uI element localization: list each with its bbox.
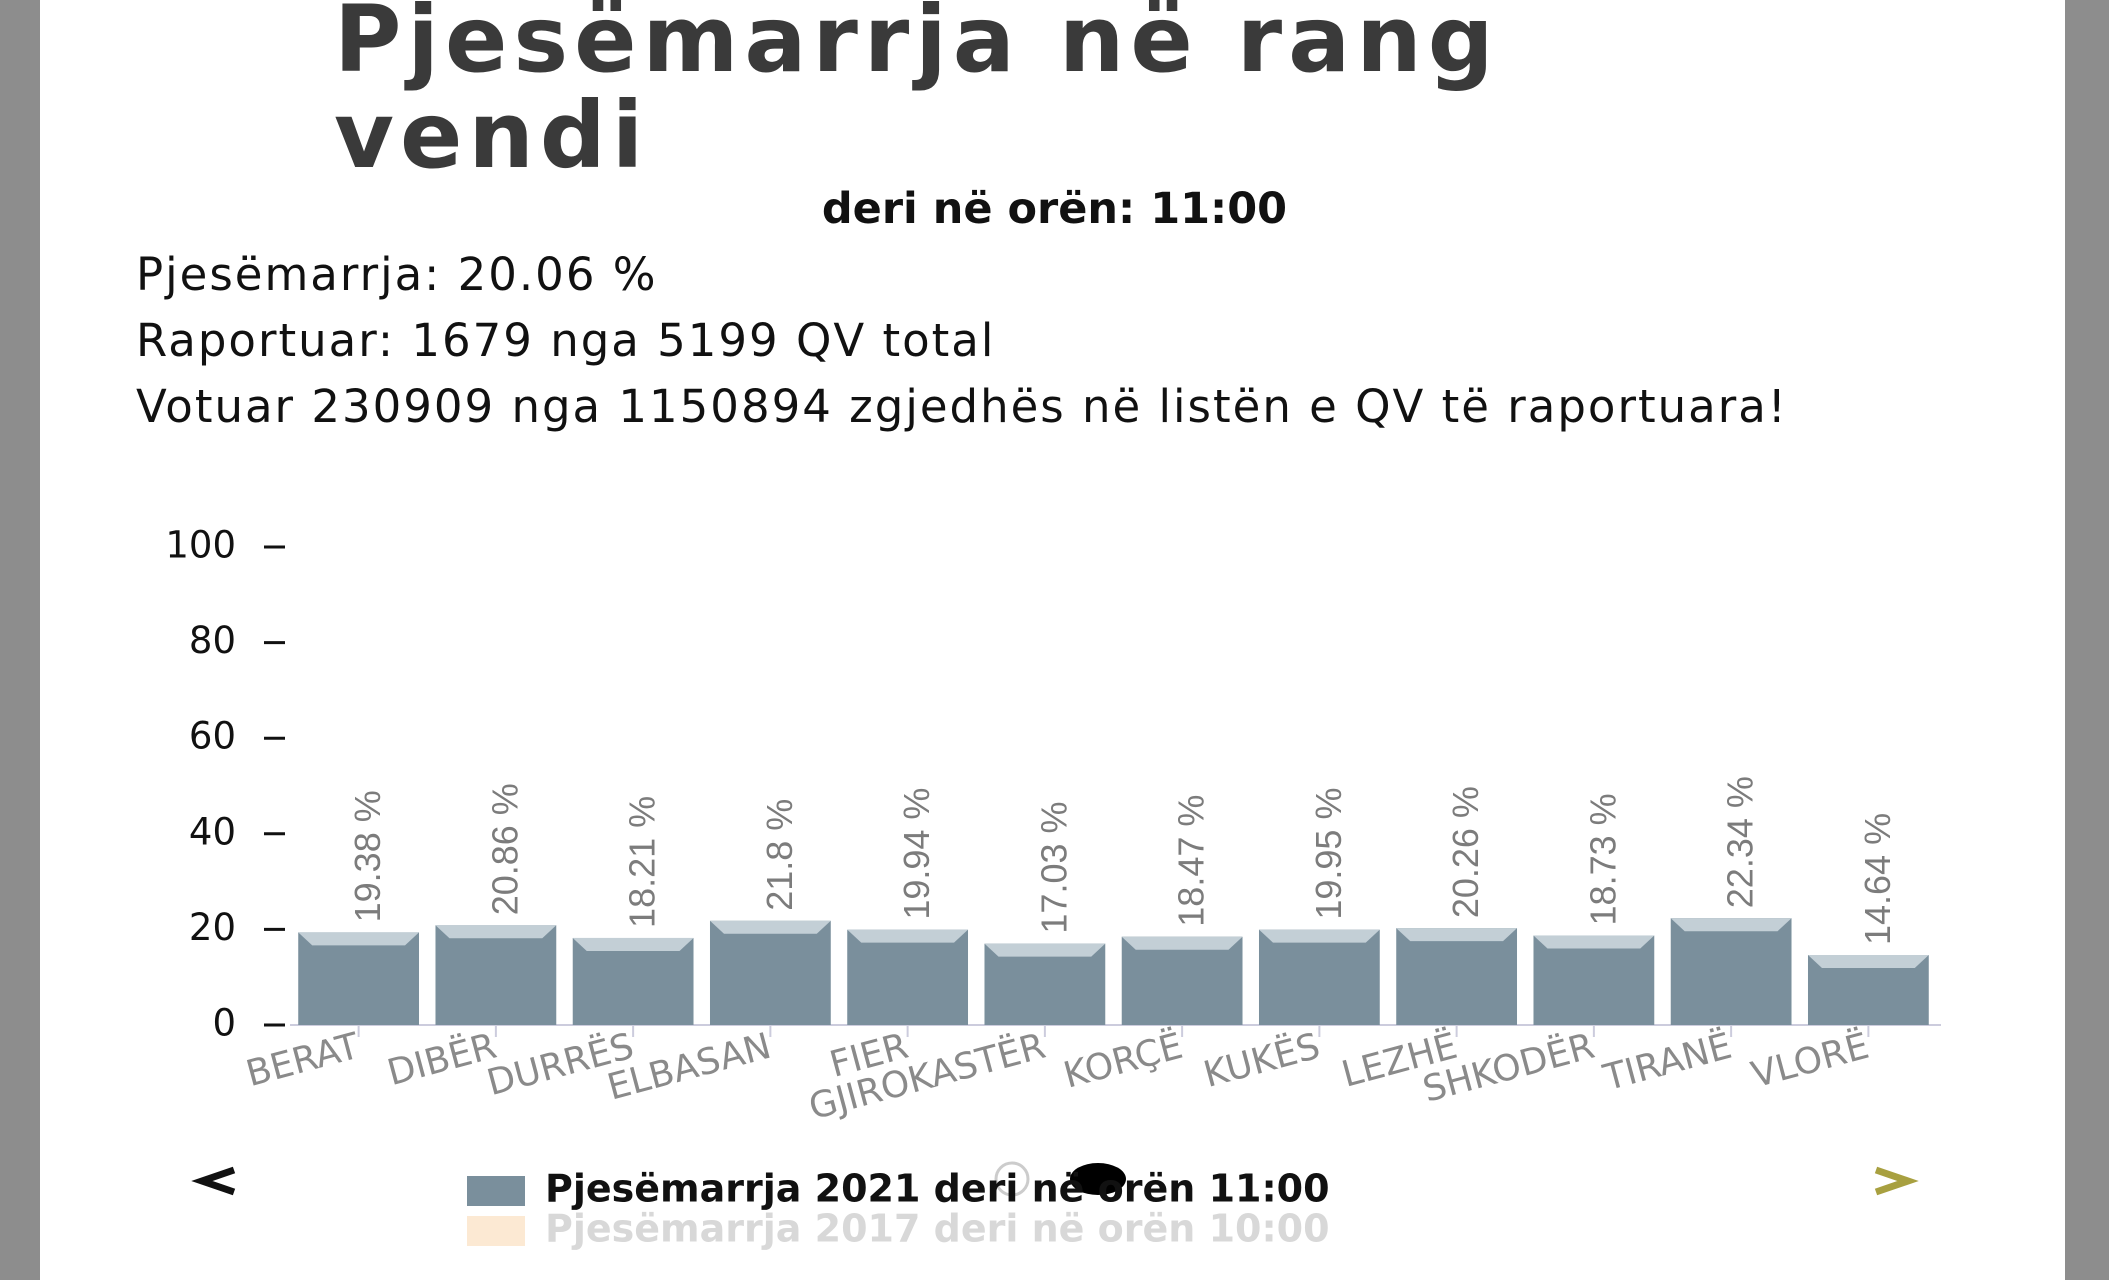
value-label: 20.26 % (1445, 786, 1486, 918)
value-label: 20.86 % (484, 783, 525, 915)
bar (1396, 928, 1518, 1025)
legend-label: Pjesëmarrja 2017 deri në orën 10:00 (545, 1207, 1330, 1251)
bar (984, 943, 1106, 1025)
bar (847, 929, 969, 1025)
page-dot-active[interactable] (1070, 1163, 1126, 1195)
y-tick-label: 0 (212, 1002, 236, 1045)
bar-highlight (1396, 928, 1518, 942)
y-tick-label: 60 (189, 715, 236, 758)
panel (40, 0, 2065, 1280)
bar-highlight (984, 943, 1106, 957)
legend-swatch (467, 1176, 525, 1206)
x-tick-label: KORÇË (1059, 1025, 1187, 1097)
value-label: 17.03 % (1033, 801, 1074, 933)
bar (572, 937, 694, 1025)
legend-label: Pjesëmarrja 2021 deri në orën 11:00 (545, 1167, 1330, 1211)
bar-highlight (1670, 918, 1792, 932)
bar (1258, 929, 1380, 1025)
stat: Raportuar: 1679 nga 5199 QV total (136, 314, 996, 367)
x-tick-label: VLORË (1747, 1025, 1873, 1096)
x-tick-label: BERAT (242, 1025, 364, 1095)
bar-highlight (1807, 955, 1929, 969)
bar (298, 932, 420, 1025)
y-tick-label: 100 (165, 524, 236, 567)
x-tick-label: KUKËS (1199, 1025, 1324, 1096)
bar (1533, 935, 1655, 1025)
subtitle: deri në orën: 11:00 (821, 184, 1288, 234)
bar-highlight (1533, 935, 1655, 949)
bar (435, 925, 557, 1025)
value-label: 22.34 % (1720, 776, 1761, 908)
value-label: 18.47 % (1171, 795, 1212, 927)
value-label: 21.8 % (759, 799, 800, 911)
value-label: 19.38 % (347, 790, 388, 922)
stat: Votuar 230909 nga 1150894 zgjedhës në li… (136, 380, 1788, 433)
next-arrow[interactable] (1874, 1166, 1919, 1196)
bar-highlight (1121, 936, 1243, 950)
bar-highlight (847, 929, 969, 943)
bar-highlight (298, 932, 420, 946)
bar-highlight (435, 925, 557, 939)
y-tick-label: 80 (189, 619, 236, 662)
value-label: 14.64 % (1857, 813, 1898, 945)
title: Pjesëmarrja në rang vendi (334, 0, 1500, 189)
y-tick-label: 20 (189, 906, 236, 949)
page-dot[interactable] (994, 1161, 1030, 1197)
value-label: 18.73 % (1582, 793, 1623, 925)
bar (1121, 936, 1243, 1025)
value-label: 18.21 % (622, 796, 663, 928)
x-tick-label: DIBËR (383, 1025, 501, 1094)
legend-swatch (467, 1216, 525, 1246)
y-tick-label: 40 (189, 810, 236, 853)
prev-arrow[interactable] (191, 1166, 236, 1196)
bar (1670, 918, 1792, 1025)
stat: Pjesëmarrja: 20.06 % (136, 248, 658, 301)
value-label: 19.95 % (1308, 788, 1349, 920)
bar (709, 920, 831, 1025)
bar-highlight (709, 920, 831, 934)
x-tick-label: TIRANË (1598, 1025, 1736, 1100)
value-label: 19.94 % (896, 788, 937, 920)
bar-highlight (1258, 929, 1380, 943)
bar-highlight (572, 937, 694, 951)
